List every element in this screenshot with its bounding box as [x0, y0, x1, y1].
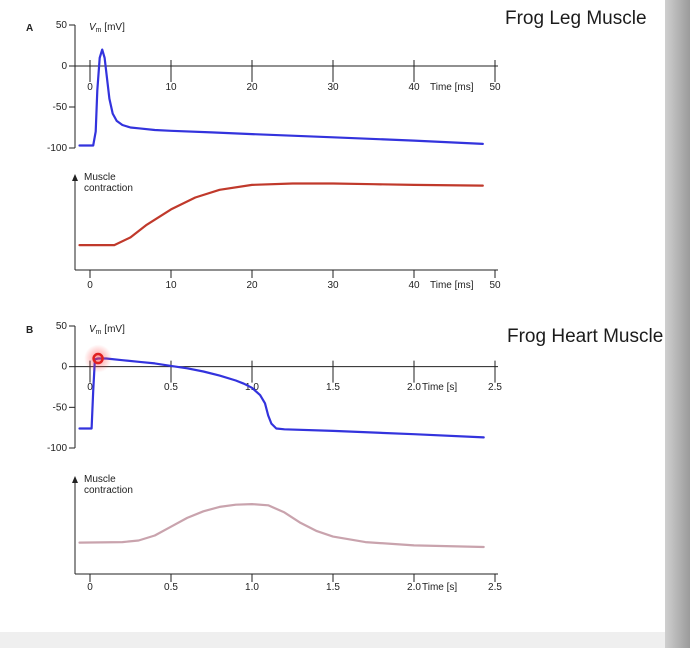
x-tick-label: 0 [87, 382, 93, 393]
series-line [78, 357, 485, 439]
x-tick-label: 2.5 [488, 582, 502, 593]
x-axis-label: Time [ms] [430, 82, 474, 93]
x-tick-label: 50 [489, 82, 501, 93]
y-tick-label: -50 [53, 402, 68, 413]
y-tick-label: 50 [56, 321, 68, 332]
series-line [78, 182, 484, 247]
x-tick-label: 30 [327, 82, 339, 93]
heading-frog-heart-muscle: Frog Heart Muscle [507, 326, 664, 347]
y-tick-label: 0 [61, 61, 67, 72]
x-tick-label: 30 [327, 280, 339, 291]
chart-panel: 0 0.5 1.0 1.5 2.0 2.5 Muscle contraction Time [s… [72, 474, 502, 593]
y-axis-label: Muscle contraction [84, 474, 133, 496]
bottom-band [0, 632, 665, 648]
x-tick-label: 40 [408, 82, 420, 93]
x-axis-label: Time [s] [422, 382, 457, 393]
figure: 50 0 -50 -100 0 10 20 30 40 50 A Vm [mV] Time [ms] 0 1… [26, 20, 502, 593]
x-tick-label: 0.5 [164, 382, 178, 393]
chart-panel: 0 10 20 30 40 50 Muscle contraction Time [ms] [72, 172, 501, 291]
y-tick-label: 50 [56, 20, 68, 31]
cursor-highlight-glow [84, 344, 113, 373]
panel-label: B [26, 325, 33, 336]
y-tick-label: 0 [61, 362, 67, 373]
cursor-highlight-ring [92, 352, 104, 365]
y-axis-label: Vm [mV] [89, 324, 125, 336]
x-tick-label: 1.5 [326, 582, 340, 593]
x-tick-label: 0.5 [164, 582, 178, 593]
x-tick-label: 10 [165, 82, 177, 93]
x-tick-label: 1.0 [245, 582, 259, 593]
x-tick-label: 0 [87, 82, 93, 93]
x-axis-label: Time [s] [422, 582, 457, 593]
x-tick-label: 50 [489, 280, 501, 291]
series-line [78, 503, 485, 549]
x-tick-label: 2.0 [407, 382, 421, 393]
y-axis-label: Muscle contraction [84, 172, 133, 194]
x-tick-label: 0 [87, 280, 93, 291]
x-tick-label: 20 [246, 280, 258, 291]
heading-frog-leg-muscle: Frog Leg Muscle [505, 8, 647, 29]
y-tick-label: -100 [47, 143, 67, 154]
window-edge-shadow [665, 0, 690, 648]
x-tick-label: 0 [87, 582, 93, 593]
y-axis-arrow [72, 174, 78, 181]
x-tick-label: 40 [408, 280, 420, 291]
y-axis-arrow [72, 476, 78, 483]
series-line [78, 48, 484, 147]
x-axis-label: Time [ms] [430, 280, 474, 291]
y-tick-label: -100 [47, 443, 67, 454]
panel-label: A [26, 23, 33, 34]
y-tick-label: -50 [53, 102, 68, 113]
x-tick-label: 10 [165, 280, 177, 291]
x-tick-label: 20 [246, 82, 258, 93]
x-tick-label: 2.0 [407, 582, 421, 593]
x-tick-label: 2.5 [488, 382, 502, 393]
y-axis-label: Vm [mV] [89, 22, 125, 34]
x-tick-label: 1.5 [326, 382, 340, 393]
chart-panel: 50 0 -50 -100 0 10 20 30 40 50 A Vm [mV] Time [ms] [26, 20, 501, 154]
